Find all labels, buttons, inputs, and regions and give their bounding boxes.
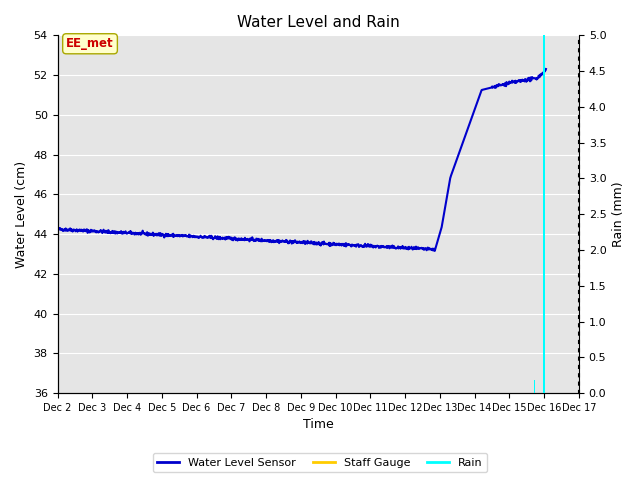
Y-axis label: Water Level (cm): Water Level (cm) bbox=[15, 161, 28, 268]
X-axis label: Time: Time bbox=[303, 419, 333, 432]
Title: Water Level and Rain: Water Level and Rain bbox=[237, 15, 399, 30]
Bar bbox=[534, 380, 535, 393]
Legend: Water Level Sensor, Staff Gauge, Rain: Water Level Sensor, Staff Gauge, Rain bbox=[153, 453, 487, 472]
Bar bbox=[543, 36, 545, 393]
Text: EE_met: EE_met bbox=[66, 37, 114, 50]
Y-axis label: Rain (mm): Rain (mm) bbox=[612, 181, 625, 247]
